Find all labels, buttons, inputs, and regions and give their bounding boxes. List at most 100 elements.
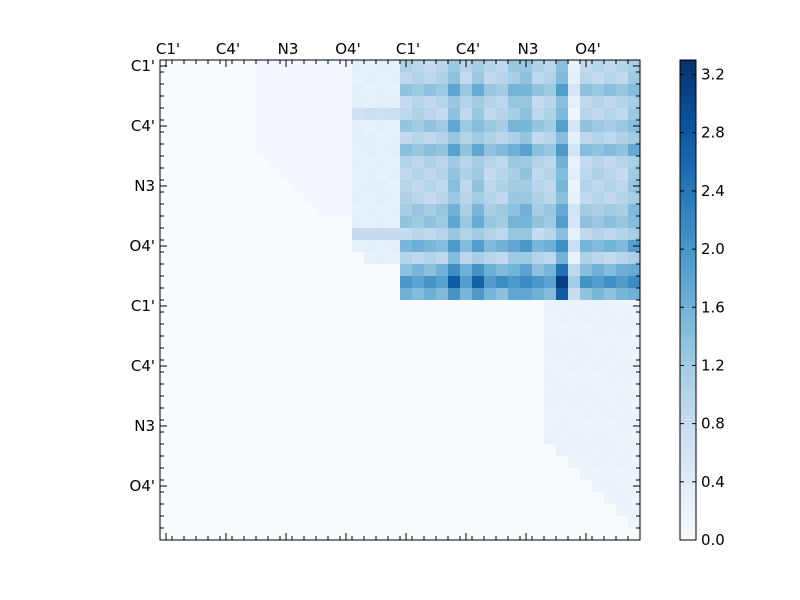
heatmap-cell: [220, 408, 233, 421]
heatmap-cell: [508, 396, 521, 409]
heatmap-cell: [160, 72, 173, 85]
heatmap-cell: [232, 240, 245, 253]
heatmap-cell: [520, 408, 533, 421]
heatmap-cell: [592, 264, 605, 277]
heatmap-cell: [472, 264, 485, 277]
heatmap-cell: [616, 396, 629, 409]
heatmap-cell: [304, 72, 317, 85]
heatmap-cell: [328, 108, 341, 121]
heatmap-cell: [376, 144, 389, 157]
heatmap-cell: [280, 504, 293, 517]
heatmap-cell: [628, 216, 641, 229]
heatmap-cell: [556, 204, 569, 217]
heatmap-cell: [340, 204, 353, 217]
heatmap-cell: [472, 120, 485, 133]
heatmap-cell: [388, 372, 401, 385]
heatmap-cell: [292, 120, 305, 133]
heatmap-cell: [268, 144, 281, 157]
heatmap-cell: [208, 408, 221, 421]
heatmap-cell: [244, 84, 257, 97]
heatmap-cell: [568, 432, 581, 445]
heatmap-cell: [256, 348, 269, 361]
heatmap-cell: [256, 420, 269, 433]
heatmap-cell: [328, 276, 341, 289]
heatmap-cell: [280, 516, 293, 529]
heatmap-cell: [544, 348, 557, 361]
heatmap-cell: [556, 72, 569, 85]
heatmap-cell: [520, 108, 533, 121]
heatmap-cell: [628, 144, 641, 157]
heatmap-cell: [484, 168, 497, 181]
heatmap-cell: [388, 336, 401, 349]
heatmap-cell: [304, 408, 317, 421]
heatmap-cell: [184, 108, 197, 121]
heatmap-cell: [544, 300, 557, 313]
heatmap-cell: [208, 420, 221, 433]
heatmap-cell: [592, 300, 605, 313]
heatmap-cell: [172, 456, 185, 469]
heatmap-cell: [280, 276, 293, 289]
heatmap-cell: [388, 72, 401, 85]
heatmap-cell: [424, 60, 437, 73]
heatmap-cell: [364, 432, 377, 445]
heatmap-cell: [532, 348, 545, 361]
heatmap-cell: [520, 420, 533, 433]
heatmap-cell: [172, 324, 185, 337]
heatmap-cell: [172, 372, 185, 385]
heatmap-cell: [220, 396, 233, 409]
heatmap-cell: [436, 312, 449, 325]
heatmap-cell: [544, 312, 557, 325]
heatmap-cell: [448, 252, 461, 265]
heatmap-cell: [580, 276, 593, 289]
heatmap-cell: [328, 288, 341, 301]
heatmap-cell: [352, 372, 365, 385]
heatmap-cell: [292, 504, 305, 517]
heatmap-cell: [628, 288, 641, 301]
heatmap-cell: [184, 468, 197, 481]
heatmap-cell: [496, 336, 509, 349]
heatmap-cell: [244, 156, 257, 169]
heatmap-cell: [340, 372, 353, 385]
heatmap-cell: [592, 192, 605, 205]
heatmap-cell: [196, 360, 209, 373]
heatmap-cell: [376, 264, 389, 277]
heatmap-cell: [592, 276, 605, 289]
heatmap-cell: [376, 96, 389, 109]
heatmap-cell: [244, 492, 257, 505]
heatmap-cell: [604, 528, 617, 541]
heatmap-cell: [280, 432, 293, 445]
heatmap-cell: [424, 96, 437, 109]
heatmap-cell: [412, 504, 425, 517]
heatmap-cell: [340, 396, 353, 409]
heatmap-cell: [592, 240, 605, 253]
heatmap-cell: [616, 228, 629, 241]
heatmap-cell: [292, 396, 305, 409]
heatmap-cell: [328, 168, 341, 181]
heatmap-cell: [532, 516, 545, 529]
heatmap-cell: [280, 168, 293, 181]
heatmap-cell: [232, 276, 245, 289]
heatmap-cell: [352, 84, 365, 97]
heatmap-cell: [220, 348, 233, 361]
heatmap-cell: [544, 72, 557, 85]
heatmap-cell: [220, 384, 233, 397]
heatmap-cell: [544, 96, 557, 109]
heatmap-cell: [556, 492, 569, 505]
heatmap-cell: [592, 528, 605, 541]
heatmap-cell: [364, 444, 377, 457]
heatmap-cell: [604, 504, 617, 517]
heatmap-cell: [496, 84, 509, 97]
heatmap-cell: [484, 336, 497, 349]
heatmap-cell: [568, 228, 581, 241]
heatmap-cell: [184, 132, 197, 145]
heatmap-cell: [424, 504, 437, 517]
heatmap-cell: [460, 456, 473, 469]
heatmap-cell: [304, 144, 317, 157]
heatmap-cell: [352, 288, 365, 301]
heatmap-cell: [340, 108, 353, 121]
heatmap-cell: [316, 156, 329, 169]
heatmap-cell: [196, 396, 209, 409]
heatmap-cell: [424, 108, 437, 121]
heatmap-cell: [556, 384, 569, 397]
heatmap-cell: [364, 132, 377, 145]
